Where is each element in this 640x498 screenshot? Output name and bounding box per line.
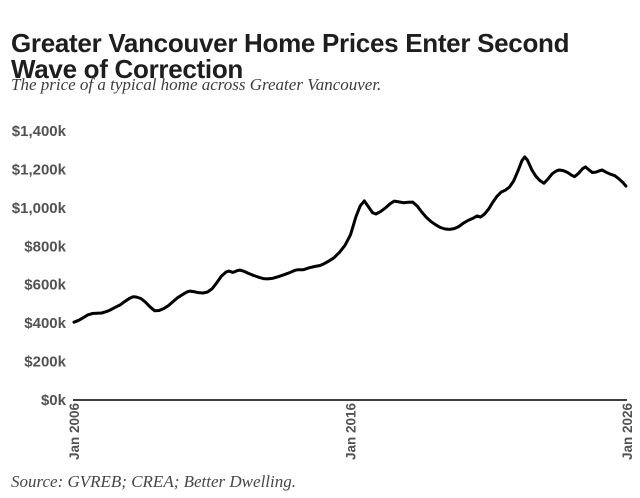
y-axis-tick-label: $1,000k [12, 200, 67, 217]
page-title: Greater Vancouver Home Prices Enter Seco… [11, 30, 627, 82]
source-attribution: Source: GVREB; CREA; Better Dwelling. [11, 472, 296, 491]
y-axis-tick-label: $1,400k [12, 123, 67, 140]
x-axis-tick-label: Jan 2026 [620, 402, 635, 460]
x-axis-tick-label: Jan 2016 [344, 402, 359, 460]
y-axis-tick-label: $400k [24, 315, 66, 332]
page-title-line2: Wave of Correction [11, 54, 244, 85]
x-axis-tick-label: Jan 2006 [67, 402, 82, 460]
y-axis-tick-label: $0k [41, 392, 67, 409]
y-axis-tick-label: $1,200k [12, 161, 67, 178]
page-title-line1: Greater Vancouver Home Prices Enter Seco… [11, 28, 570, 59]
y-axis-tick-label: $600k [24, 277, 66, 294]
y-axis-tick-label: $800k [24, 238, 66, 255]
price-line-series [72, 155, 628, 324]
y-axis-tick-label: $200k [24, 354, 66, 371]
chart-subtitle: The price of a typical home across Great… [11, 75, 382, 94]
home-price-line-chart: $0k $200k $400k $600k $800k $1,000k $1,200k $1,… [12, 123, 635, 460]
